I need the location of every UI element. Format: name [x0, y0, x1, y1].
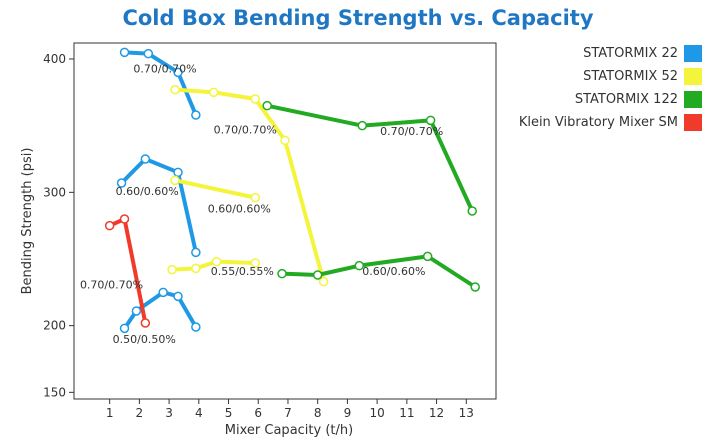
series-layer — [104, 47, 480, 334]
x-tick-label: 8 — [314, 406, 322, 420]
data-point[interactable] — [167, 264, 177, 275]
annotation-label: 0.55/0.55% — [211, 265, 274, 278]
series-3 — [104, 214, 151, 328]
data-point[interactable] — [211, 256, 222, 267]
data-point[interactable] — [312, 270, 323, 280]
y-axis-label: Bending Strength (psi) — [20, 148, 35, 295]
annotation-label: 0.70/0.70% — [214, 124, 277, 137]
y-tick-label: 400 — [43, 52, 66, 66]
x-tick-label: 2 — [136, 406, 144, 420]
data-point[interactable] — [170, 84, 180, 95]
data-point[interactable] — [280, 135, 290, 146]
series-line — [170, 259, 258, 272]
data-point[interactable] — [250, 94, 261, 104]
legend-swatch — [684, 114, 702, 131]
annotation-label: 0.50/0.50% — [113, 333, 176, 346]
data-point[interactable] — [425, 115, 436, 126]
x-tick-label: 4 — [195, 406, 203, 420]
data-point[interactable] — [262, 100, 272, 111]
data-point[interactable] — [104, 220, 115, 231]
data-point[interactable] — [191, 110, 201, 120]
data-point[interactable] — [467, 206, 477, 216]
legend-label: Klein Vibratory Mixer SM — [518, 115, 678, 130]
x-tick-label: 10 — [369, 406, 384, 420]
y-axis: 150 200 300 400 — [43, 52, 74, 399]
annotation-label: 0.60/0.60% — [116, 185, 179, 198]
data-point[interactable] — [119, 47, 130, 58]
data-point[interactable] — [208, 87, 219, 98]
annotation-layer: 0.70/0.70% 0.70/0.70% 0.70/0.70% 0.60/0.60%… — [80, 62, 443, 346]
data-point[interactable] — [158, 287, 168, 298]
data-point[interactable] — [140, 154, 151, 164]
data-point[interactable] — [250, 258, 261, 268]
legend-swatch — [684, 91, 702, 108]
data-point[interactable] — [119, 214, 130, 224]
x-tick-label: 3 — [165, 406, 173, 420]
data-point[interactable] — [191, 247, 201, 258]
data-point[interactable] — [173, 67, 183, 78]
chart-title: Cold Box Bending Strength vs. Capacity — [122, 6, 594, 30]
data-point[interactable] — [116, 178, 127, 188]
x-tick-label: 13 — [459, 406, 474, 420]
data-point[interactable] — [143, 48, 154, 59]
data-point[interactable] — [422, 251, 433, 262]
data-point[interactable] — [119, 323, 130, 334]
legend-item[interactable]: STATORMIX 22 — [480, 42, 702, 65]
series-2 — [262, 100, 480, 292]
x-tick-label: 7 — [284, 406, 292, 420]
annotation-label: 0.70/0.70% — [133, 62, 196, 75]
series-0 — [116, 47, 201, 334]
x-axis-label: Mixer Capacity (t/h) — [225, 423, 353, 438]
data-point[interactable] — [357, 120, 368, 131]
data-point[interactable] — [191, 263, 201, 274]
data-point[interactable] — [170, 175, 180, 186]
x-tick-label: 11 — [399, 406, 414, 420]
legend-swatch — [684, 45, 702, 62]
data-point[interactable] — [131, 306, 142, 316]
x-tick-label: 5 — [225, 406, 233, 420]
legend-item[interactable]: STATORMIX 122 — [480, 88, 702, 111]
data-point[interactable] — [140, 318, 151, 328]
series-1 — [167, 84, 329, 287]
annotation-label: 0.60/0.60% — [362, 265, 425, 278]
data-point[interactable] — [277, 268, 287, 279]
data-point[interactable] — [250, 192, 261, 203]
y-tick-label: 300 — [43, 185, 66, 199]
data-point[interactable] — [354, 260, 365, 271]
data-point[interactable] — [173, 291, 183, 302]
x-tick-label: 9 — [344, 406, 352, 420]
data-point[interactable] — [318, 276, 329, 287]
annotation-label: 0.70/0.70% — [380, 125, 443, 138]
legend: STATORMIX 22 STATORMIX 52 STATORMIX 122 Kle… — [480, 42, 702, 134]
legend-item[interactable]: STATORMIX 52 — [480, 65, 702, 88]
legend-label: STATORMIX 122 — [574, 92, 678, 107]
annotation-label: 0.60/0.60% — [208, 202, 271, 215]
y-tick-label: 150 — [43, 385, 66, 399]
legend-item[interactable]: Klein Vibratory Mixer SM — [480, 111, 702, 134]
x-axis: 1 2 3 4 5 6 7 8 9 10 11 12 13 — [106, 399, 474, 420]
legend-label: STATORMIX 22 — [583, 46, 678, 61]
legend-label: STATORMIX 52 — [583, 69, 678, 84]
plot-area — [73, 42, 497, 400]
series-line — [265, 103, 475, 213]
data-point[interactable] — [173, 167, 183, 178]
annotation-label: 0.70/0.70% — [80, 278, 143, 291]
series-line — [173, 178, 258, 200]
legend-swatch — [684, 68, 702, 85]
x-tick-label: 6 — [254, 406, 262, 420]
data-point[interactable] — [470, 282, 480, 292]
data-point[interactable] — [191, 322, 201, 332]
series-line — [119, 157, 198, 255]
x-tick-label: 1 — [106, 406, 114, 420]
series-line — [122, 50, 198, 117]
y-tick-label: 200 — [43, 319, 66, 333]
x-tick-label: 12 — [429, 406, 444, 420]
